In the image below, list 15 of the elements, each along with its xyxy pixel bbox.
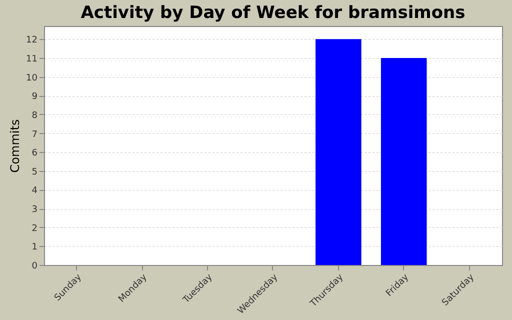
y-tick-label: 9: [32, 92, 38, 102]
y-tick-label: 12: [26, 36, 38, 46]
y-tick-label: 4: [32, 186, 38, 196]
y-tick-label: 5: [32, 167, 38, 178]
y-axis-title: Commits: [8, 119, 22, 173]
y-tick-label: 10: [26, 73, 38, 84]
chart-title: Activity by Day of Week for bramsimons: [80, 3, 466, 23]
y-tick-label: 7: [32, 130, 38, 140]
y-tick-label: 2: [32, 224, 38, 234]
y-tick-label: 1: [32, 242, 38, 253]
y-tick-label: 8: [32, 110, 38, 121]
y-tick-label: 3: [32, 205, 38, 216]
y-tick-label: 11: [26, 54, 38, 64]
y-tick-label: 6: [32, 148, 38, 159]
y-tick-label: 0: [32, 262, 38, 272]
